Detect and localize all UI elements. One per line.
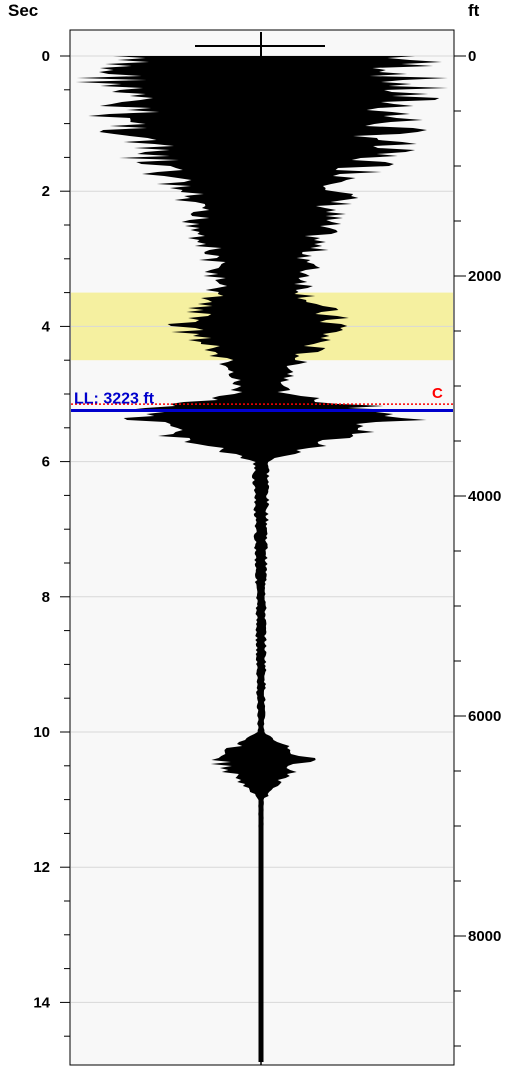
left-axis-tick-label: 8 (42, 589, 50, 606)
left-axis-tick-label: 0 (42, 48, 50, 65)
right-axis-unit-label: ft (468, 1, 480, 20)
trace-envelope (75, 56, 449, 1062)
left-axis-tick-label: 12 (33, 859, 50, 876)
left-axis-tick-label: 10 (33, 724, 50, 741)
left-axis-unit-label: Sec (8, 1, 38, 20)
right-axis-tick-label: 8000 (468, 928, 501, 945)
marker-line-label: LL: 3223 ft (74, 391, 155, 408)
right-axis-tick-label: 0 (468, 48, 476, 65)
left-axis-tick-label: 2 (42, 183, 50, 200)
left-axis-tick-label: 4 (42, 318, 51, 335)
left-axis-tick-label: 14 (33, 994, 50, 1011)
left-axis-tick-label: 6 (42, 454, 50, 471)
right-axis-tick-label: 4000 (468, 488, 501, 505)
right-axis-tick-label: 2000 (468, 268, 501, 285)
event-line-label: C (432, 385, 443, 402)
right-axis-tick-label: 6000 (468, 708, 501, 725)
